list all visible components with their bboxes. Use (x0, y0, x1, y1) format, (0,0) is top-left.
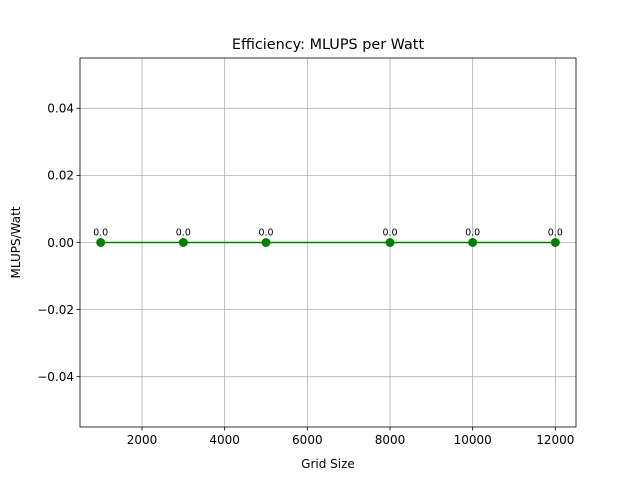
x-tick-label: 10000 (454, 433, 492, 447)
y-tick-label: 0.04 (47, 102, 74, 116)
data-point (468, 238, 478, 247)
data-label: 0.0 (382, 228, 397, 239)
y-axis-ticks: −0.04 −0.02 0.00 0.02 0.04 (37, 102, 80, 384)
chart-title: Efficiency: MLUPS per Watt (232, 37, 425, 53)
data-point (96, 238, 106, 247)
data-label: 0.0 (176, 228, 191, 239)
data-label: 0.0 (93, 228, 108, 239)
data-label: 0.0 (465, 228, 480, 239)
data-label: 0.0 (548, 228, 563, 239)
x-tick-label: 4000 (209, 433, 240, 447)
x-tick-label: 12000 (536, 433, 574, 447)
y-tick-label: 0.00 (47, 236, 74, 250)
y-tick-label: 0.02 (47, 169, 74, 183)
data-label: 0.0 (258, 228, 273, 239)
y-tick-label: −0.02 (37, 303, 74, 317)
x-tick-label: 8000 (375, 433, 406, 447)
data-point (385, 238, 395, 247)
data-point (261, 238, 271, 247)
x-tick-label: 2000 (127, 433, 158, 447)
series: 0.0 0.0 0.0 0.0 0.0 0.0 (93, 228, 563, 247)
y-axis-label: MLUPS/Watt (9, 206, 23, 278)
x-axis-ticks: 2000 4000 6000 8000 10000 12000 (127, 427, 574, 447)
data-point (178, 238, 188, 247)
x-axis-label: Grid Size (301, 457, 355, 471)
x-tick-label: 6000 (292, 433, 323, 447)
y-tick-label: −0.04 (37, 370, 74, 384)
data-point (550, 238, 560, 247)
